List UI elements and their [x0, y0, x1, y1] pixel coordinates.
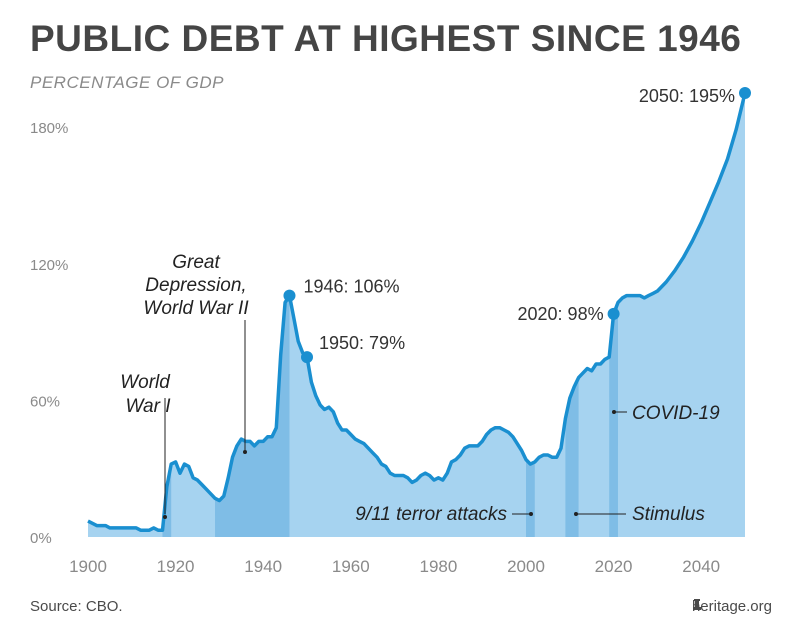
y-tick-label: 0% [30, 530, 52, 547]
chart-title: PUBLIC DEBT AT HIGHEST SINCE 1946 [30, 18, 742, 59]
x-tick-label: 2020 [595, 557, 633, 576]
sept11-pointer-dot [529, 512, 533, 516]
covid-pointer-dot [612, 410, 616, 414]
y-tick-label: 120% [30, 257, 68, 274]
highlight-point-1946 [283, 289, 296, 302]
source-note: Source: CBO. [30, 598, 123, 615]
x-tick-label: 2000 [507, 557, 545, 576]
x-tick-label: 1960 [332, 557, 370, 576]
brand-text: heritage.org [691, 598, 772, 615]
debt-line [87, 92, 747, 532]
shaded-period-5 [609, 302, 618, 537]
highlight-label-1946: 1946: 106% [303, 277, 399, 297]
x-tick-label: 2040 [682, 557, 720, 576]
ww1-pointer-dot [163, 515, 167, 519]
chart-subtitle: PERCENTAGE OF GDP [30, 73, 224, 92]
x-tick-label: 1920 [157, 557, 195, 576]
shaded-period-3 [526, 459, 535, 537]
y-tick-label: 60% [30, 393, 60, 410]
x-tick-label: 1940 [244, 557, 282, 576]
sept11-label: 9/11 terror attacks [355, 504, 507, 525]
shaded-period-2 [215, 295, 290, 537]
highlight-label-2020: 2020: 98% [518, 304, 604, 324]
shaded-period-4 [565, 377, 579, 537]
bell-icon [692, 599, 701, 610]
gd-label-line3: World War II [143, 298, 249, 319]
x-tick-label: 1900 [69, 557, 107, 576]
gd-label-line2: Depression, [145, 275, 246, 296]
gd-label-line1: Great [172, 252, 220, 273]
debt-area [88, 93, 745, 537]
ww1-label-line1: World [120, 372, 171, 393]
highlight-label-2050: 2050: 195% [639, 86, 735, 106]
ww1-label-line2: War I [125, 396, 171, 417]
x-tick-label: 1980 [419, 557, 457, 576]
highlight-point-1950 [301, 351, 313, 364]
brand-footer[interactable]: heritage.org [692, 598, 772, 615]
y-tick-label: 180% [30, 120, 68, 137]
covid-label: COVID-19 [632, 403, 720, 424]
stimulus-label: Stimulus [632, 504, 705, 525]
highlight-label-1950: 1950: 79% [319, 333, 405, 353]
highlight-point-2020 [607, 307, 620, 320]
highlight-point-2050 [739, 87, 751, 99]
stimulus-pointer-dot [574, 512, 578, 516]
gd-pointer-dot [243, 450, 247, 454]
